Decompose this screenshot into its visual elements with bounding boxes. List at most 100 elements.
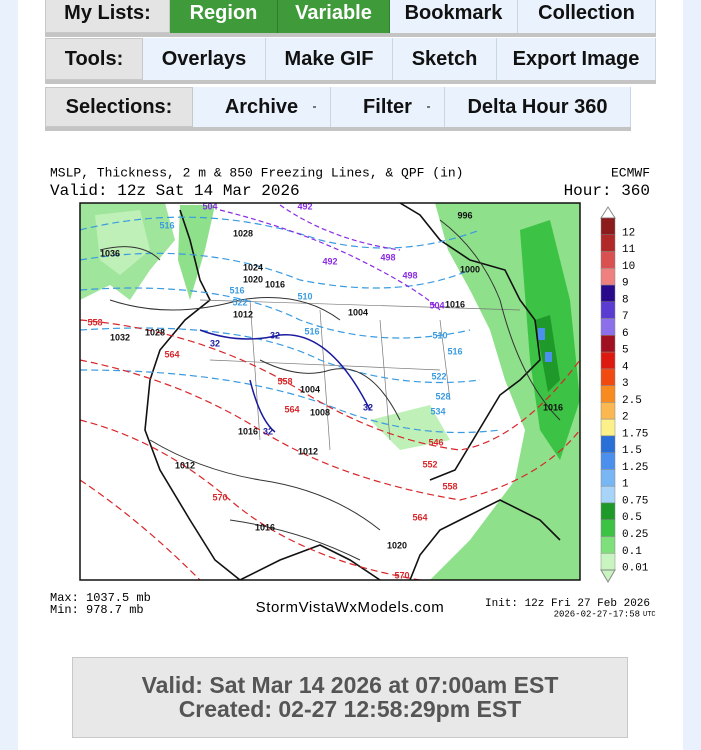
nav-button[interactable]: Bookmark (390, 0, 518, 33)
contour-label: 1000 (460, 264, 480, 274)
contour-label: 522 (232, 297, 247, 307)
colorbar-swatch (600, 268, 616, 286)
map-stamp: 2026-02-27-17:58 (554, 609, 640, 619)
contour-label: 1016 (445, 299, 465, 309)
colorbar-swatch (600, 485, 616, 504)
contour-label: 528 (435, 391, 450, 401)
site-name: StormVistaWxModels.com (256, 599, 445, 616)
weather-map: MSLP, Thickness, 2 m & 850 Freezing Line… (50, 165, 656, 619)
colorbar-swatch (600, 335, 616, 353)
colorbar: 12 11 10 9 8 7 6 5 4 3 2.5 2 1.75 1.5 1.25 1 0.75 0.5 0.25… (600, 206, 649, 583)
contour-label: 498 (402, 270, 417, 280)
map-field (80, 203, 580, 580)
contour-label: 1004 (300, 384, 320, 394)
colorbar-swatch (600, 452, 616, 470)
colorbar-label: 0.75 (622, 495, 648, 507)
nav-button[interactable]: Collection (518, 0, 656, 33)
contour-label: 510 (297, 291, 312, 301)
colorbar-label: 9 (622, 278, 629, 290)
contour-label: 492 (297, 201, 312, 211)
map-valid: Valid: 12z Sat 14 Mar 2026 (50, 182, 300, 200)
colorbar-swatch (600, 368, 616, 386)
info-created: Created: 02-27 12:58:29pm EST (178, 696, 522, 722)
colorbar-swatch (600, 251, 616, 269)
colorbar-cap (600, 569, 616, 583)
contour-label: 1016 (543, 402, 563, 412)
contour-label: 570 (212, 492, 227, 502)
colorbar-swatch (600, 234, 616, 252)
contour-label: 1016 (238, 426, 258, 436)
colorbar-label: 5 (622, 345, 629, 357)
contour-label: 1024 (243, 262, 263, 272)
info-box: Valid: Sat Mar 14 2026 at 07:00am EST Cr… (72, 657, 628, 738)
contour-label: 534 (430, 406, 445, 416)
colorbar-swatch (600, 536, 616, 554)
contour-label: 1016 (255, 522, 275, 532)
colorbar-label: 10 (622, 261, 635, 273)
contour-label: 498 (380, 252, 395, 262)
map-frame (79, 202, 581, 581)
contour-label: 558 (442, 481, 457, 491)
colorbar-swatch (600, 435, 616, 453)
contour-label: 1012 (175, 460, 195, 470)
contour-label: 32 (210, 338, 220, 348)
colorbar-cap (600, 206, 616, 219)
colorbar-swatch (600, 301, 616, 319)
contour-label: 516 (159, 220, 174, 230)
nav-row: Tools: Overlays Make GIF Sketch Export I… (45, 38, 656, 84)
contour-label: 1036 (100, 248, 120, 258)
colorbar-swatch (600, 402, 616, 420)
contour-label: 1012 (233, 309, 253, 319)
map-min: Min: 978.7 mb (50, 603, 144, 617)
colorbar-label: 8 (622, 294, 629, 306)
nav-button[interactable]: Region (170, 0, 278, 33)
nav-button[interactable]: Delta Hour 360 (445, 87, 631, 127)
colorbar-swatch (600, 385, 616, 403)
colorbar-label: 0.1 (622, 546, 642, 558)
map-max: Max: 1037.5 mb (50, 591, 151, 605)
nav-row: My Lists: Region Variable Bookmark Colle… (45, 0, 656, 37)
button-text: Filter (363, 95, 412, 118)
colorbar-label: 12 (622, 227, 635, 239)
contour-label: 552 (422, 459, 437, 469)
colorbar-swatch (600, 217, 616, 236)
contour-label: 564 (164, 349, 179, 359)
nav-dropdown[interactable]: Archive (193, 87, 331, 127)
colorbar-label: 7 (622, 311, 629, 323)
contour-label: 564 (412, 512, 427, 522)
nav-button[interactable]: Sketch (393, 38, 497, 80)
contour-label: 1004 (348, 307, 368, 317)
colorbar-label: 0.01 (622, 563, 649, 575)
contour-label: 522 (431, 371, 446, 381)
contour-label: 1020 (387, 540, 407, 550)
colorbar-label: 1.5 (622, 445, 642, 457)
nav-button[interactable]: Variable (278, 0, 390, 33)
contour-label: 492 (322, 256, 337, 266)
contour-label: 1028 (233, 228, 253, 238)
nav-button[interactable]: Export Image (497, 38, 656, 80)
contour-label: 1032 (110, 332, 130, 342)
map-model: ECMWF (611, 165, 650, 180)
colorbar-swatch (600, 318, 616, 336)
colorbar-swatch (600, 519, 616, 537)
colorbar-label: 6 (622, 328, 629, 340)
contour-label: 516 (304, 326, 319, 336)
colorbar-label: 0.25 (622, 529, 648, 541)
nav-button[interactable]: Overlays (143, 38, 266, 80)
nav-label: My Lists: (45, 0, 170, 33)
colorbar-label: 4 (622, 361, 629, 373)
info-valid: Valid: Sat Mar 14 2026 at 07:00am EST (141, 672, 559, 698)
nav-dropdown[interactable]: Filter (331, 87, 445, 127)
contour-label: 546 (428, 437, 443, 447)
nav-button[interactable]: Make GIF (266, 38, 393, 80)
colorbar-swatch (600, 284, 616, 303)
button-text: Archive (224, 95, 299, 118)
colorbar-swatch (600, 552, 616, 571)
contour-label: 558 (277, 376, 292, 386)
nav-label: Selections: (45, 87, 193, 127)
colorbar-swatch (600, 469, 616, 487)
map-hour: Hour: 360 (564, 182, 650, 200)
colorbar-label: 3 (622, 378, 629, 390)
